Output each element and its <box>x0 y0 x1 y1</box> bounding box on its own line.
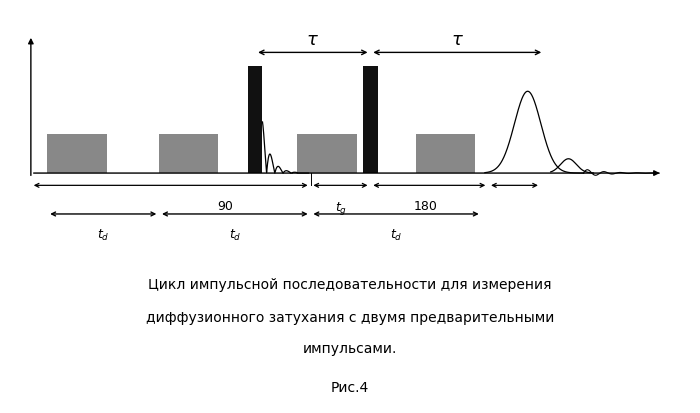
Text: $t_g$: $t_g$ <box>335 199 346 217</box>
Text: $t_d$: $t_d$ <box>390 228 402 243</box>
Text: Рис.4: Рис.4 <box>331 381 369 395</box>
Bar <box>416 134 475 173</box>
Bar <box>298 134 356 173</box>
Text: $t_d$: $t_d$ <box>97 228 109 243</box>
Text: $t_d$: $t_d$ <box>229 228 241 243</box>
Text: импульсами.: импульсами. <box>303 342 397 356</box>
Text: $\tau$: $\tau$ <box>451 31 463 49</box>
Bar <box>248 66 262 173</box>
Text: диффузионного затухания с двумя предварительными: диффузионного затухания с двумя предвари… <box>146 311 554 325</box>
Bar <box>159 134 218 173</box>
Bar <box>363 66 377 173</box>
Text: 90: 90 <box>217 199 233 213</box>
Bar <box>48 134 106 173</box>
Text: $\tau$: $\tau$ <box>306 31 319 49</box>
Text: 180: 180 <box>414 199 438 213</box>
Text: Цикл импульсной последовательности для измерения: Цикл импульсной последовательности для и… <box>148 278 552 292</box>
